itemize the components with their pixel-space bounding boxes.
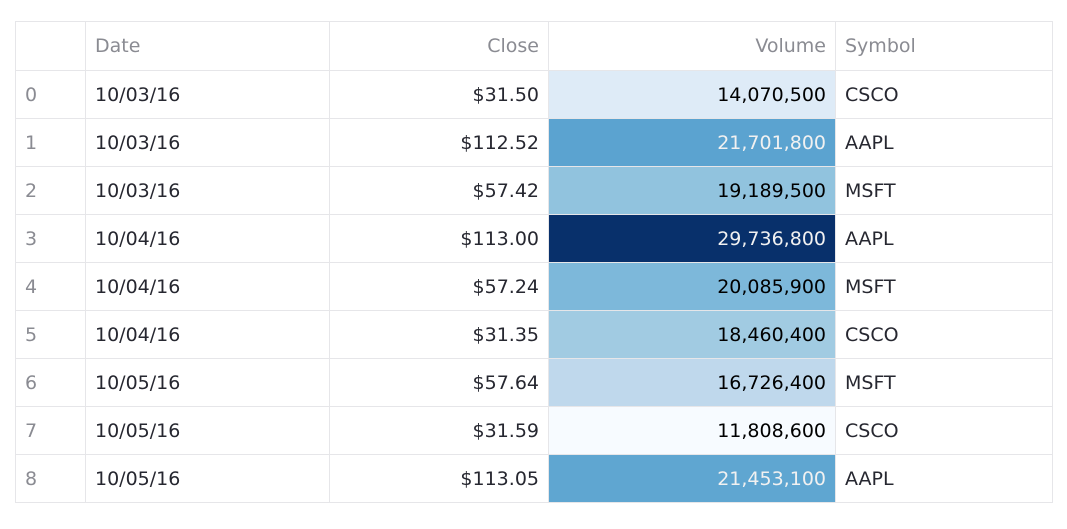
volume-cell[interactable]: 21,701,800 xyxy=(548,118,836,167)
volume-cell[interactable]: 18,460,400 xyxy=(548,310,836,359)
table-row: 0 10/03/16 $31.50 14,070,500 CSCO xyxy=(15,70,1053,119)
volume-cell[interactable]: 14,070,500 xyxy=(548,70,836,119)
row-index-cell[interactable]: 2 xyxy=(15,166,86,215)
row-index-cell[interactable]: 5 xyxy=(15,310,86,359)
header-date[interactable]: Date xyxy=(85,21,330,71)
table-row: 5 10/04/16 $31.35 18,460,400 CSCO xyxy=(15,310,1053,359)
date-cell[interactable]: 10/04/16 xyxy=(85,214,330,263)
symbol-cell[interactable]: MSFT xyxy=(835,262,1053,311)
date-cell[interactable]: 10/05/16 xyxy=(85,406,330,455)
date-cell[interactable]: 10/03/16 xyxy=(85,118,330,167)
dataframe-table-container: Date Close Volume Symbol 0 10/03/16 $31.50… xyxy=(15,21,1053,503)
row-index-cell[interactable]: 0 xyxy=(15,70,86,119)
table-row: 2 10/03/16 $57.42 19,189,500 MSFT xyxy=(15,166,1053,215)
symbol-cell[interactable]: AAPL xyxy=(835,214,1053,263)
row-index-cell[interactable]: 3 xyxy=(15,214,86,263)
symbol-cell[interactable]: AAPL xyxy=(835,454,1053,503)
symbol-cell[interactable]: CSCO xyxy=(835,70,1053,119)
date-cell[interactable]: 10/04/16 xyxy=(85,310,330,359)
table-body: 0 10/03/16 $31.50 14,070,500 CSCO 1 10/03/16 $1… xyxy=(15,70,1053,503)
symbol-cell[interactable]: MSFT xyxy=(835,166,1053,215)
close-cell[interactable]: $113.00 xyxy=(329,214,549,263)
symbol-cell[interactable]: AAPL xyxy=(835,118,1053,167)
close-cell[interactable]: $57.42 xyxy=(329,166,549,215)
table-row: 1 10/03/16 $112.52 21,701,800 AAPL xyxy=(15,118,1053,167)
symbol-cell[interactable]: CSCO xyxy=(835,310,1053,359)
volume-cell[interactable]: 19,189,500 xyxy=(548,166,836,215)
volume-cell[interactable]: 20,085,900 xyxy=(548,262,836,311)
header-index[interactable] xyxy=(15,21,86,71)
volume-cell[interactable]: 16,726,400 xyxy=(548,358,836,407)
close-cell[interactable]: $31.35 xyxy=(329,310,549,359)
close-cell[interactable]: $57.24 xyxy=(329,262,549,311)
close-cell[interactable]: $112.52 xyxy=(329,118,549,167)
header-row: Date Close Volume Symbol xyxy=(15,21,1053,71)
date-cell[interactable]: 10/04/16 xyxy=(85,262,330,311)
dataframe-table: Date Close Volume Symbol 0 10/03/16 $31.50… xyxy=(15,21,1053,503)
close-cell[interactable]: $57.64 xyxy=(329,358,549,407)
table-row: 7 10/05/16 $31.59 11,808,600 CSCO xyxy=(15,406,1053,455)
close-cell[interactable]: $31.59 xyxy=(329,406,549,455)
date-cell[interactable]: 10/03/16 xyxy=(85,166,330,215)
symbol-cell[interactable]: CSCO xyxy=(835,406,1053,455)
table-row: 8 10/05/16 $113.05 21,453,100 AAPL xyxy=(15,454,1053,503)
header-close[interactable]: Close xyxy=(329,21,549,71)
row-index-cell[interactable]: 8 xyxy=(15,454,86,503)
volume-cell[interactable]: 11,808,600 xyxy=(548,406,836,455)
close-cell[interactable]: $31.50 xyxy=(329,70,549,119)
header-volume[interactable]: Volume xyxy=(548,21,836,71)
row-index-cell[interactable]: 4 xyxy=(15,262,86,311)
row-index-cell[interactable]: 7 xyxy=(15,406,86,455)
table-row: 3 10/04/16 $113.00 29,736,800 AAPL xyxy=(15,214,1053,263)
header-symbol[interactable]: Symbol xyxy=(835,21,1053,71)
row-index-cell[interactable]: 1 xyxy=(15,118,86,167)
date-cell[interactable]: 10/05/16 xyxy=(85,358,330,407)
volume-cell[interactable]: 29,736,800 xyxy=(548,214,836,263)
symbol-cell[interactable]: MSFT xyxy=(835,358,1053,407)
date-cell[interactable]: 10/03/16 xyxy=(85,70,330,119)
date-cell[interactable]: 10/05/16 xyxy=(85,454,330,503)
table-row: 6 10/05/16 $57.64 16,726,400 MSFT xyxy=(15,358,1053,407)
table-row: 4 10/04/16 $57.24 20,085,900 MSFT xyxy=(15,262,1053,311)
volume-cell[interactable]: 21,453,100 xyxy=(548,454,836,503)
close-cell[interactable]: $113.05 xyxy=(329,454,549,503)
row-index-cell[interactable]: 6 xyxy=(15,358,86,407)
